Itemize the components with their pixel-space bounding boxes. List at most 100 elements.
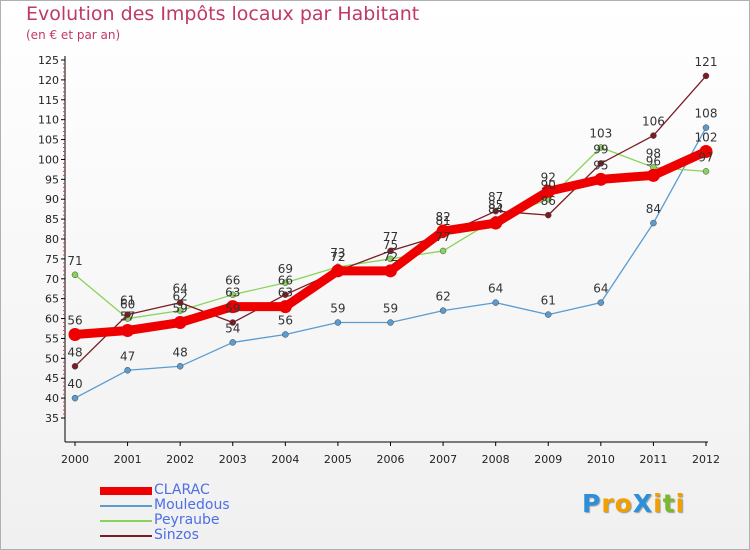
chart-title: Evolution des Impôts locaux par Habitant	[26, 3, 420, 25]
x-tick-label: 2007	[429, 453, 457, 466]
data-point-mouledous	[650, 219, 657, 227]
x-tick-label: 2004	[271, 453, 299, 466]
data-label-mouledous: 61	[541, 294, 556, 308]
data-label-sinzos: 81	[435, 214, 450, 228]
data-label-peyraube: 69	[278, 262, 293, 276]
x-tick-label: 2010	[587, 453, 615, 466]
data-label-sinzos: 99	[593, 142, 608, 156]
data-label-clarac: 92	[541, 170, 556, 184]
data-label-peyraube: 90	[541, 178, 556, 192]
y-tick-label: 45	[45, 372, 59, 385]
legend-swatch-sinzos	[100, 535, 152, 537]
data-point-clarac	[594, 172, 608, 186]
x-tick-label: 2006	[377, 453, 405, 466]
data-label-peyraube: 62	[173, 290, 188, 304]
data-label-mouledous: 48	[173, 345, 188, 359]
data-label-clarac: 96	[646, 154, 661, 168]
data-point-clarac	[436, 224, 450, 238]
data-point-sinzos	[650, 132, 657, 139]
logo-letter: P	[582, 489, 602, 518]
legend-label-peyraube: Peyraube	[154, 512, 220, 528]
x-tick-label: 2009	[534, 453, 562, 466]
data-label-clarac: 72	[330, 250, 345, 264]
data-point-clarac	[173, 316, 187, 330]
y-tick-label: 75	[45, 253, 59, 266]
x-tick-label: 2002	[166, 453, 194, 466]
data-label-clarac: 59	[173, 302, 188, 316]
data-label-mouledous: 59	[383, 302, 398, 316]
data-point-mouledous	[176, 363, 184, 370]
data-label-sinzos: 106	[642, 115, 665, 129]
data-point-mouledous	[229, 339, 236, 346]
data-label-clarac: 72	[383, 250, 398, 264]
data-label-mouledous: 84	[646, 202, 661, 216]
data-point-sinzos	[282, 291, 289, 298]
logo-letter: o	[614, 489, 633, 518]
y-tick-label: 95	[45, 173, 59, 186]
data-point-peyraube	[71, 271, 79, 279]
data-label-sinzos: 72	[330, 250, 345, 264]
data-label-peyraube: 103	[589, 127, 612, 141]
data-point-mouledous	[492, 299, 499, 306]
data-point-mouledous	[702, 124, 710, 131]
data-label-clarac: 84	[488, 202, 503, 216]
data-label-sinzos: 77	[383, 230, 398, 244]
data-label-clarac: 56	[67, 313, 82, 327]
y-tick-label: 125	[38, 54, 59, 67]
x-tick-label: 2001	[114, 453, 142, 466]
data-label-clarac: 82	[435, 210, 450, 224]
x-tick-label: 2003	[219, 453, 247, 466]
data-label-mouledous: 108	[695, 107, 718, 121]
data-label-mouledous: 47	[120, 349, 135, 363]
data-label-peyraube: 77	[435, 230, 450, 244]
data-label-sinzos: 87	[488, 190, 503, 204]
y-tick-label: 35	[45, 412, 59, 425]
data-point-clarac	[331, 264, 345, 278]
legend-label-clarac: CLARAC	[154, 482, 210, 498]
y-tick-label: 80	[45, 233, 59, 246]
logo-letter: t	[662, 489, 676, 518]
data-point-clarac	[226, 300, 240, 314]
data-point-mouledous	[387, 319, 394, 326]
y-tick-label: 70	[45, 273, 59, 286]
legend-swatch-mouledous	[100, 505, 152, 507]
x-tick-label: 2008	[482, 453, 510, 466]
data-label-sinzos: 121	[695, 55, 718, 69]
data-point-clarac	[121, 323, 135, 337]
y-tick-label: 120	[38, 74, 59, 87]
data-label-sinzos: 61	[120, 294, 135, 308]
data-label-clarac: 57	[120, 309, 135, 323]
x-tick-label: 2000	[61, 453, 89, 466]
data-label-clarac: 95	[593, 158, 608, 172]
data-point-mouledous	[439, 307, 447, 314]
data-label-clarac: 63	[278, 286, 293, 300]
data-label-mouledous: 56	[278, 313, 293, 327]
logo-letter: i	[653, 489, 663, 518]
data-point-sinzos	[597, 160, 605, 167]
y-tick-label: 115	[38, 94, 59, 107]
data-label-peyraube: 60	[120, 298, 135, 312]
legend-swatch-clarac	[100, 487, 152, 495]
data-label-clarac: 63	[225, 286, 240, 300]
data-label-sinzos: 86	[541, 194, 556, 208]
chart-subtitle: (en € et par an)	[26, 28, 121, 42]
logo-letter: X	[632, 489, 654, 518]
y-tick-label: 50	[45, 352, 59, 365]
proxiti-logo[interactable]: ProXiti	[582, 489, 685, 518]
data-point-mouledous	[334, 319, 342, 326]
y-tick-label: 105	[38, 134, 59, 147]
data-point-sinzos	[124, 311, 131, 318]
data-point-sinzos	[387, 247, 394, 255]
data-point-sinzos	[71, 363, 79, 370]
data-point-peyraube	[176, 307, 184, 314]
data-label-mouledous: 59	[330, 302, 345, 316]
x-tick-label: 2005	[324, 453, 352, 466]
x-tick-label: 2011	[639, 453, 667, 466]
data-point-clarac	[489, 216, 503, 230]
legend-swatch-peyraube	[100, 520, 152, 522]
data-label-sinzos: 64	[173, 282, 188, 296]
data-point-sinzos	[545, 211, 552, 219]
data-point-peyraube	[597, 144, 605, 151]
data-label-peyraube: 98	[646, 146, 661, 160]
data-point-peyraube	[439, 247, 447, 255]
